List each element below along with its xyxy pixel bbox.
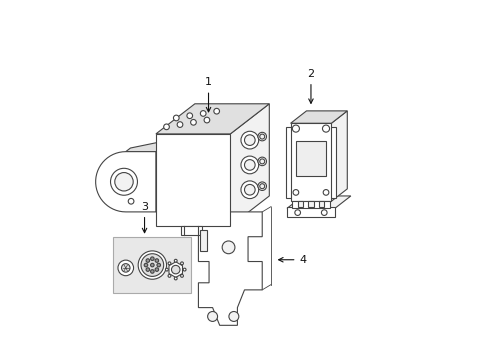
Circle shape bbox=[138, 251, 166, 279]
Circle shape bbox=[203, 117, 209, 123]
Circle shape bbox=[174, 277, 177, 280]
Circle shape bbox=[241, 156, 258, 174]
Circle shape bbox=[150, 257, 154, 260]
Circle shape bbox=[177, 122, 183, 127]
Text: 1: 1 bbox=[204, 77, 212, 112]
Circle shape bbox=[244, 184, 255, 195]
Polygon shape bbox=[292, 201, 329, 208]
Circle shape bbox=[258, 132, 266, 141]
Polygon shape bbox=[125, 140, 171, 152]
Circle shape bbox=[121, 264, 130, 272]
Circle shape bbox=[155, 259, 158, 262]
Bar bbox=[297, 201, 303, 207]
Circle shape bbox=[186, 113, 192, 118]
Circle shape bbox=[150, 270, 154, 273]
Circle shape bbox=[180, 274, 183, 277]
Polygon shape bbox=[156, 104, 269, 134]
Polygon shape bbox=[96, 152, 156, 212]
Bar bbox=[181, 226, 202, 235]
Circle shape bbox=[150, 263, 154, 267]
Circle shape bbox=[259, 134, 264, 139]
Circle shape bbox=[115, 172, 133, 191]
Circle shape bbox=[321, 210, 326, 215]
Circle shape bbox=[165, 268, 168, 271]
Circle shape bbox=[292, 190, 298, 195]
Polygon shape bbox=[156, 140, 171, 212]
Bar bbox=[318, 201, 324, 207]
Circle shape bbox=[292, 125, 299, 132]
Circle shape bbox=[213, 108, 219, 114]
Polygon shape bbox=[230, 104, 269, 226]
Circle shape bbox=[207, 311, 217, 321]
Circle shape bbox=[157, 263, 160, 267]
Circle shape bbox=[141, 254, 163, 276]
Polygon shape bbox=[290, 111, 346, 123]
Circle shape bbox=[110, 168, 137, 195]
Circle shape bbox=[259, 184, 264, 189]
Circle shape bbox=[118, 260, 133, 276]
Circle shape bbox=[322, 125, 329, 132]
Bar bbox=[286, 207, 334, 217]
Circle shape bbox=[146, 268, 149, 271]
Circle shape bbox=[168, 262, 170, 265]
Text: 2: 2 bbox=[307, 69, 314, 103]
Circle shape bbox=[258, 182, 266, 190]
Text: 4: 4 bbox=[278, 255, 306, 265]
Circle shape bbox=[244, 159, 255, 170]
Circle shape bbox=[259, 159, 264, 164]
Circle shape bbox=[173, 115, 179, 121]
Circle shape bbox=[128, 198, 134, 204]
Circle shape bbox=[323, 190, 328, 195]
Circle shape bbox=[146, 259, 149, 262]
Polygon shape bbox=[286, 196, 350, 208]
Polygon shape bbox=[331, 111, 346, 201]
Circle shape bbox=[200, 111, 205, 116]
Circle shape bbox=[144, 263, 147, 267]
Circle shape bbox=[190, 120, 196, 125]
Circle shape bbox=[168, 274, 170, 277]
Circle shape bbox=[174, 259, 177, 262]
Text: 3: 3 bbox=[141, 202, 148, 233]
Circle shape bbox=[244, 135, 255, 145]
Bar bbox=[295, 141, 325, 176]
Bar bbox=[307, 201, 313, 207]
Polygon shape bbox=[198, 212, 262, 325]
Circle shape bbox=[163, 124, 169, 130]
Circle shape bbox=[155, 268, 158, 271]
Polygon shape bbox=[290, 123, 331, 201]
Circle shape bbox=[241, 131, 258, 149]
Circle shape bbox=[241, 181, 258, 199]
Circle shape bbox=[183, 268, 185, 271]
Circle shape bbox=[171, 265, 180, 274]
Bar bbox=[286, 127, 291, 198]
Circle shape bbox=[258, 157, 266, 166]
Bar bbox=[329, 127, 335, 198]
Circle shape bbox=[222, 241, 234, 254]
Polygon shape bbox=[200, 230, 207, 251]
Bar bbox=[113, 237, 191, 293]
Circle shape bbox=[180, 262, 183, 265]
Polygon shape bbox=[156, 134, 230, 226]
Polygon shape bbox=[169, 262, 182, 278]
Circle shape bbox=[294, 210, 300, 215]
Circle shape bbox=[228, 311, 238, 321]
